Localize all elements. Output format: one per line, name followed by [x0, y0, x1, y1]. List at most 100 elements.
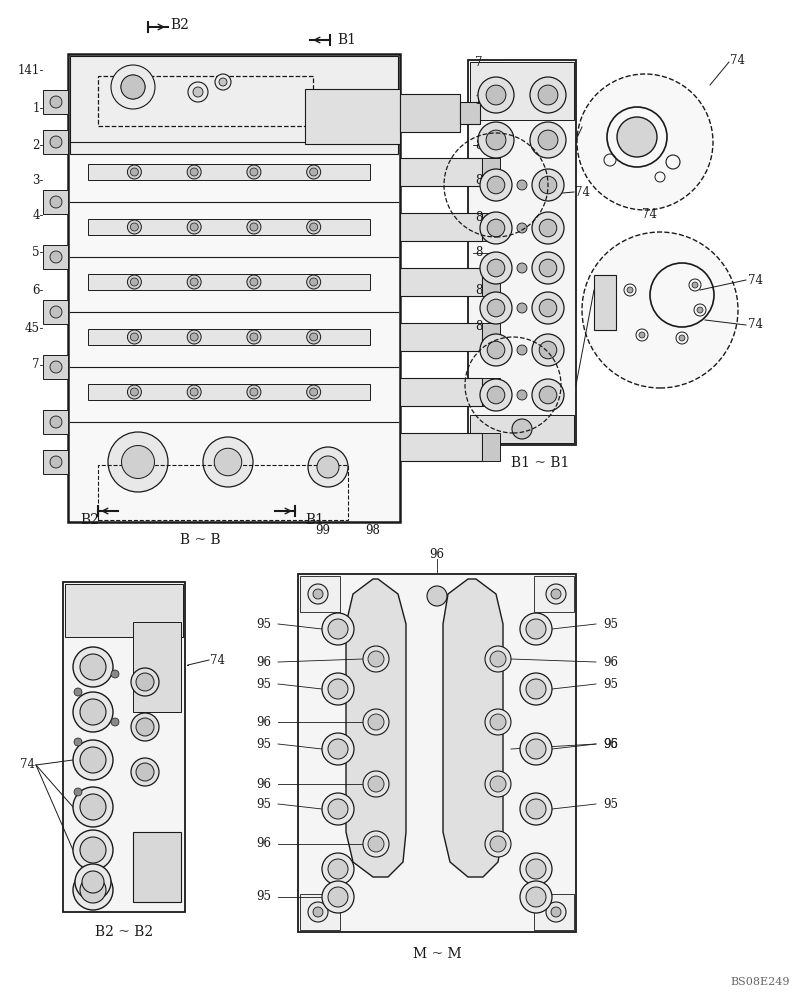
Circle shape — [247, 330, 260, 344]
Circle shape — [108, 432, 168, 492]
Text: B1: B1 — [305, 513, 324, 527]
Text: B2: B2 — [169, 18, 189, 32]
Circle shape — [307, 165, 320, 179]
Circle shape — [135, 763, 154, 781]
Circle shape — [367, 836, 384, 852]
Circle shape — [50, 96, 62, 108]
Circle shape — [328, 887, 348, 907]
Bar — [482, 158, 500, 186]
Text: 95: 95 — [255, 617, 271, 630]
Text: 8: 8 — [474, 211, 482, 224]
Circle shape — [73, 830, 113, 870]
Bar — [43, 245, 68, 269]
Circle shape — [322, 881, 354, 913]
Circle shape — [73, 787, 113, 827]
Bar — [400, 213, 482, 241]
Bar — [482, 378, 500, 406]
Text: 74: 74 — [642, 208, 657, 221]
Circle shape — [531, 292, 564, 324]
Text: B2: B2 — [80, 513, 99, 527]
Circle shape — [73, 870, 113, 910]
Circle shape — [307, 385, 320, 399]
Circle shape — [122, 446, 154, 479]
Bar — [298, 574, 575, 932]
Bar — [400, 268, 482, 296]
Text: 8: 8 — [474, 246, 482, 259]
Circle shape — [531, 379, 564, 411]
Circle shape — [526, 859, 545, 879]
Circle shape — [487, 341, 504, 359]
Text: 96: 96 — [255, 656, 271, 668]
Bar — [133, 832, 181, 902]
Circle shape — [309, 223, 317, 231]
Bar — [63, 582, 185, 912]
Circle shape — [127, 385, 141, 399]
Circle shape — [187, 165, 201, 179]
Circle shape — [190, 388, 198, 396]
Bar — [88, 274, 370, 290]
Circle shape — [307, 902, 328, 922]
Text: B1 ~ B1: B1 ~ B1 — [510, 456, 569, 470]
Bar — [98, 465, 348, 520]
Text: 6: 6 — [32, 284, 40, 296]
Circle shape — [190, 168, 198, 176]
Bar — [88, 164, 370, 180]
Bar — [43, 90, 68, 114]
Circle shape — [487, 219, 504, 237]
Circle shape — [131, 333, 138, 341]
Circle shape — [250, 168, 258, 176]
Circle shape — [487, 176, 504, 194]
Circle shape — [519, 853, 551, 885]
Circle shape — [307, 330, 320, 344]
Circle shape — [363, 709, 388, 735]
Circle shape — [214, 448, 242, 476]
Circle shape — [626, 287, 633, 293]
Circle shape — [577, 74, 712, 210]
Circle shape — [517, 263, 526, 273]
Circle shape — [127, 165, 141, 179]
Circle shape — [539, 176, 556, 194]
Circle shape — [309, 168, 317, 176]
Circle shape — [190, 278, 198, 286]
Circle shape — [539, 219, 556, 237]
Bar — [467, 60, 575, 445]
Circle shape — [50, 456, 62, 468]
Circle shape — [487, 386, 504, 404]
Bar — [43, 130, 68, 154]
Bar — [534, 576, 573, 612]
Circle shape — [479, 169, 512, 201]
Polygon shape — [345, 579, 406, 877]
Text: BS08E249: BS08E249 — [730, 977, 789, 987]
Circle shape — [127, 220, 141, 234]
Circle shape — [80, 654, 106, 680]
Circle shape — [127, 330, 141, 344]
Bar — [305, 89, 400, 144]
Text: 10: 10 — [474, 94, 489, 107]
Text: 96: 96 — [255, 715, 271, 728]
Circle shape — [484, 771, 510, 797]
Circle shape — [638, 332, 644, 338]
Bar — [534, 894, 573, 930]
Circle shape — [479, 292, 512, 324]
Bar — [43, 190, 68, 214]
Circle shape — [530, 122, 565, 158]
Circle shape — [551, 589, 560, 599]
Circle shape — [111, 65, 155, 109]
Circle shape — [193, 87, 203, 97]
Bar — [482, 323, 500, 351]
Circle shape — [517, 303, 526, 313]
Bar — [460, 102, 479, 124]
Circle shape — [322, 793, 354, 825]
Circle shape — [486, 85, 505, 105]
Circle shape — [250, 223, 258, 231]
Text: 8: 8 — [474, 320, 482, 334]
Text: 96: 96 — [255, 778, 271, 790]
Circle shape — [74, 738, 82, 746]
Bar — [299, 576, 340, 612]
Circle shape — [307, 584, 328, 604]
Circle shape — [316, 456, 338, 478]
Circle shape — [531, 169, 564, 201]
Circle shape — [328, 619, 348, 639]
Circle shape — [312, 589, 323, 599]
Text: 74: 74 — [210, 654, 225, 666]
